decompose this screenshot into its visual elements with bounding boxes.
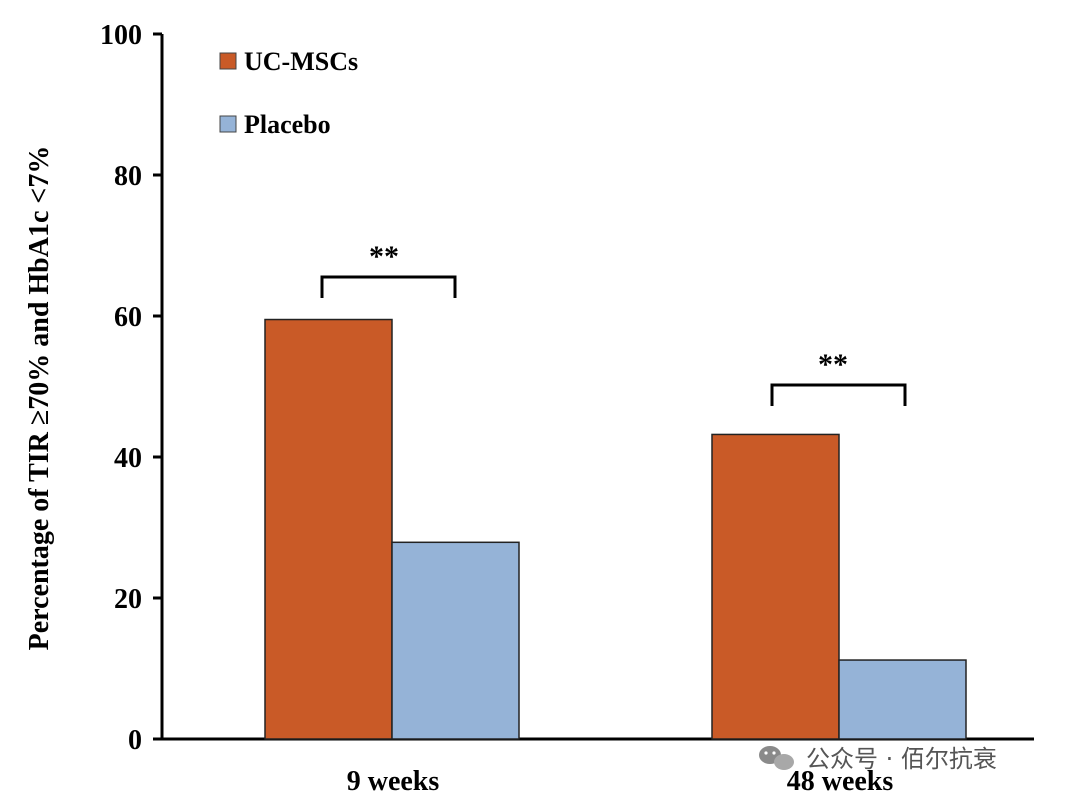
bar-placebo-9-weeks xyxy=(391,541,520,740)
x-tick-label-9-weeks: 9 weeks xyxy=(347,766,440,797)
bar-uc-mscs-9-weeks xyxy=(264,318,393,740)
significance-label-48-weeks: ** xyxy=(818,348,848,381)
significance-label-9-weeks: ** xyxy=(369,240,399,273)
watermark-text: 公众号 · 佰尔抗衰 xyxy=(806,745,997,773)
legend-swatch-uc-mscs xyxy=(219,52,237,70)
y-tick-label: 80 xyxy=(114,161,142,192)
y-axis-label: Percentage of TIR ≥70% and HbA1c <7% xyxy=(24,146,55,651)
significance-brackets: ** ** xyxy=(320,240,907,406)
x-tick-label-48-weeks: 48 weeks xyxy=(787,766,894,797)
bar-uc-mscs-48-weeks xyxy=(711,433,840,740)
bar-placebo-48-weeks xyxy=(838,659,967,740)
y-tick-label: 60 xyxy=(114,302,142,333)
y-tick-label: 100 xyxy=(100,20,142,51)
y-ticks: 0 20 40 60 80 100 xyxy=(100,20,162,756)
legend: UC-MSCs Placebo xyxy=(219,47,358,139)
y-tick-label: 0 xyxy=(128,725,142,756)
significance-bracket-48-weeks xyxy=(770,383,907,406)
y-tick-label: 40 xyxy=(114,443,142,474)
bars xyxy=(264,318,967,740)
legend-label-uc-mscs: UC-MSCs xyxy=(244,47,358,76)
y-tick-label: 20 xyxy=(114,584,142,615)
significance-bracket-9-weeks xyxy=(320,275,457,298)
wechat-icon xyxy=(759,746,794,770)
legend-label-placebo: Placebo xyxy=(244,110,331,139)
watermark: 公众号 · 佰尔抗衰 xyxy=(759,745,997,773)
legend-swatch-placebo xyxy=(219,115,237,133)
